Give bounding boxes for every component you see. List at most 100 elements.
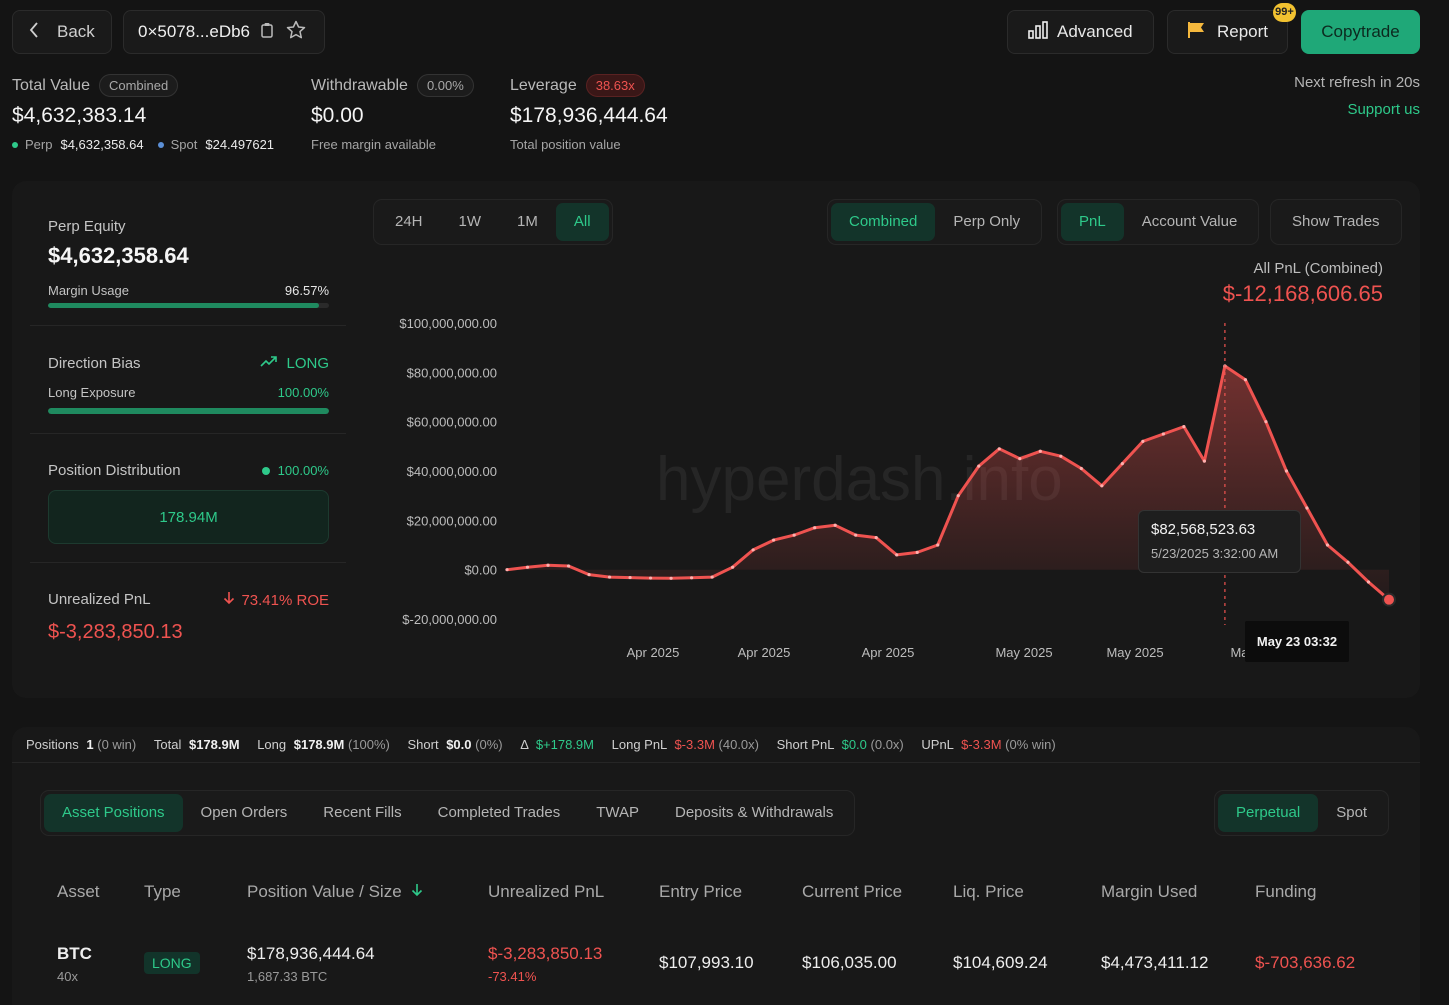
direction-bias-label: Direction Bias	[48, 355, 141, 372]
y-axis: $100,000,000.00 $80,000,000.00 $60,000,000…	[399, 316, 497, 627]
mode-perp-only[interactable]: Perp Only	[953, 213, 1021, 230]
summary-positions-sub: (0 win)	[97, 737, 137, 752]
position-distribution-label: Position Distribution	[48, 462, 181, 479]
col-asset[interactable]: Asset	[57, 882, 100, 901]
col-position-value[interactable]: Position Value / Size	[247, 882, 423, 902]
data-point	[956, 494, 960, 498]
x-tick-label: May 2025	[995, 645, 1052, 660]
perp-equity-value: $4,632,358.64	[48, 243, 189, 268]
tab-completed-trades[interactable]: Completed Trades	[437, 804, 561, 821]
range-1w[interactable]: 1W	[458, 213, 482, 230]
tab-asset-positions[interactable]: Asset Positions	[44, 794, 183, 832]
data-point	[607, 575, 612, 579]
chevron-left-icon	[29, 21, 47, 43]
back-label: Back	[57, 22, 95, 41]
withdrawable-header: Withdrawable 0.00%	[311, 74, 474, 97]
data-point	[751, 548, 755, 552]
data-point	[1182, 425, 1186, 429]
x-tick-label: May 2025	[1106, 645, 1163, 660]
tab-deposits-withdrawals[interactable]: Deposits & Withdrawals	[674, 804, 834, 821]
pnl-line	[506, 364, 1390, 601]
row-position-value: $178,936,444.64	[247, 944, 375, 963]
data-point	[1243, 378, 1248, 382]
col-unrealized-pnl[interactable]: Unrealized PnL	[488, 882, 605, 901]
withdrawable-label: Withdrawable	[311, 76, 408, 94]
row-margin-used: $4,473,411.12	[1101, 953, 1209, 972]
mode-selector: Combined Perp Only	[827, 199, 1043, 245]
position-dist-amount: 178.94M	[159, 508, 218, 526]
col-type[interactable]: Type	[144, 882, 181, 901]
toggle-spot[interactable]: Spot	[1336, 804, 1368, 821]
long-dot	[261, 466, 270, 475]
col-current-price[interactable]: Current Price	[802, 882, 903, 901]
x-axis: Apr 2025 Apr 2025 Apr 2025 May 2025 May 2025…	[627, 645, 1288, 660]
perp-spot-breakdown: Perp $4,632,358.64 Spot $24.497621	[12, 137, 274, 152]
direction-value: LONG	[286, 354, 329, 372]
data-point	[977, 464, 981, 468]
unrealized-pnl-label: Unrealized PnL	[48, 591, 151, 608]
advanced-button[interactable]: Advanced	[1007, 10, 1154, 54]
leverage-label: Leverage	[510, 76, 577, 94]
summary-short-pnl-label: Short PnL	[776, 737, 834, 752]
range-all[interactable]: All	[555, 203, 609, 241]
summary-short-pnl-sub: (0.0x)	[870, 737, 904, 752]
sort-down-icon[interactable]	[411, 882, 423, 902]
data-point	[690, 576, 694, 580]
tab-recent-fills[interactable]: Recent Fills	[323, 804, 402, 821]
metric-account-value[interactable]: Account Value	[1141, 213, 1238, 230]
y-tick-label: $20,000,000.00	[407, 513, 497, 528]
mode-combined[interactable]: Combined	[831, 203, 936, 241]
position-distribution-bar[interactable]: 178.94M	[48, 490, 329, 544]
col-entry-price[interactable]: Entry Price	[659, 882, 743, 901]
back-button[interactable]: Back	[12, 10, 112, 54]
col-liq-price[interactable]: Liq. Price	[953, 882, 1024, 901]
pnl-points	[505, 364, 1391, 602]
range-1m[interactable]: 1M	[517, 213, 538, 230]
toggle-perpetual[interactable]: Perpetual	[1218, 794, 1319, 832]
col-margin-used[interactable]: Margin Used	[1101, 882, 1198, 901]
tab-open-orders[interactable]: Open Orders	[200, 804, 288, 821]
data-point	[710, 575, 714, 579]
summary-long-value: $178.9M	[293, 737, 345, 752]
x-tick-label: Apr 2025	[862, 645, 915, 660]
report-button[interactable]: Report	[1167, 10, 1288, 54]
data-point	[669, 576, 673, 580]
tooltip-date: 5/23/2025 3:32:00 AM	[1151, 546, 1279, 561]
support-link[interactable]: Support us	[1347, 101, 1420, 118]
data-point	[1079, 466, 1083, 471]
star-icon[interactable]	[286, 20, 306, 45]
data-point	[813, 526, 817, 530]
row-current-price: $106,035.00	[802, 953, 897, 972]
pnl-chart[interactable]: hyperdash.info $100,000,000.00$80,000,00…	[0, 0, 1449, 700]
y-tick-label: $40,000,000.00	[407, 464, 497, 479]
data-point	[1141, 439, 1145, 443]
unrealized-pnl-value: $-3,283,850.13	[48, 621, 183, 643]
bar-chart-icon	[1028, 20, 1048, 44]
data-point	[936, 543, 940, 547]
summary-delta-value: $+178.9M	[535, 737, 594, 752]
spot-value: $24.497621	[205, 137, 275, 152]
data-point	[1161, 432, 1165, 436]
copytrade-button[interactable]: Copytrade	[1301, 10, 1420, 54]
x-tick-label: Apr 2025	[738, 645, 791, 660]
data-point	[1120, 462, 1124, 466]
row-type-badge: LONG	[144, 952, 200, 974]
data-point	[648, 576, 653, 580]
summary-total-value: $178.9M	[188, 737, 240, 752]
withdrawable-value: $0.00	[311, 104, 364, 127]
show-trades-toggle[interactable]: Show Trades	[1270, 199, 1402, 245]
summary-long-sub: (100%)	[347, 737, 390, 752]
row-upnl: $-3,283,850.13	[488, 944, 603, 963]
leverage-value: $178,936,444.64	[510, 104, 668, 127]
metric-pnl[interactable]: PnL	[1061, 203, 1124, 241]
data-point	[854, 533, 858, 537]
copy-icon[interactable]	[260, 22, 274, 43]
position-dist-percent: 100.00%	[277, 463, 329, 478]
tab-twap[interactable]: TWAP	[596, 804, 639, 821]
wallet-address[interactable]: 0×5078...eDb6	[138, 22, 251, 41]
advanced-label: Advanced	[1057, 22, 1133, 41]
summary-short-value: $0.0	[446, 737, 472, 752]
range-24h[interactable]: 24H	[395, 213, 423, 230]
refresh-timer: Next refresh in 20s	[1294, 74, 1420, 91]
col-funding[interactable]: Funding	[1255, 882, 1317, 901]
